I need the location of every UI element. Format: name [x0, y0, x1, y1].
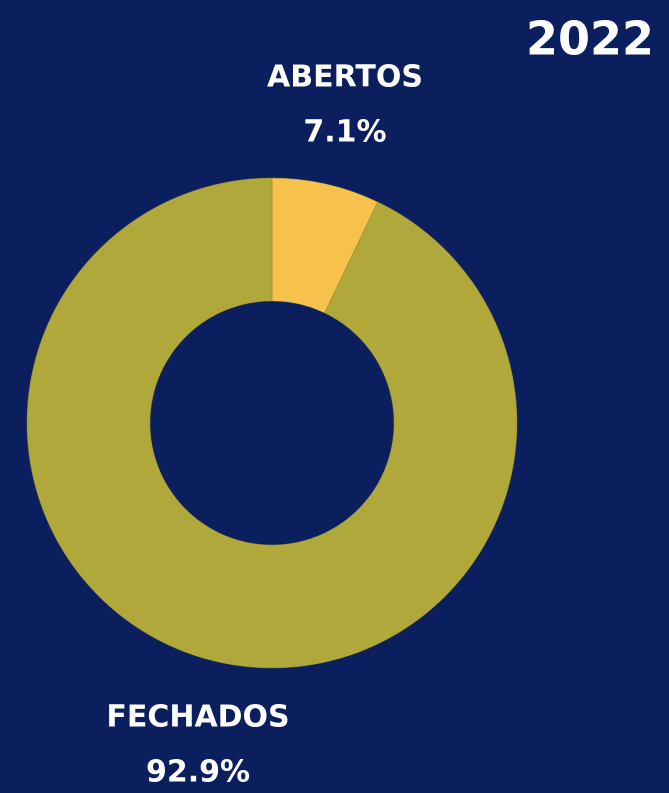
- slice-label: FECHADOS: [106, 700, 289, 735]
- slice-value-label: 92.9%: [146, 755, 250, 790]
- slice-label: ABERTOS: [267, 60, 423, 95]
- donut-slice: [26, 177, 518, 669]
- slice-value-label: 7.1%: [303, 115, 386, 150]
- chart-title: 2022: [526, 12, 654, 66]
